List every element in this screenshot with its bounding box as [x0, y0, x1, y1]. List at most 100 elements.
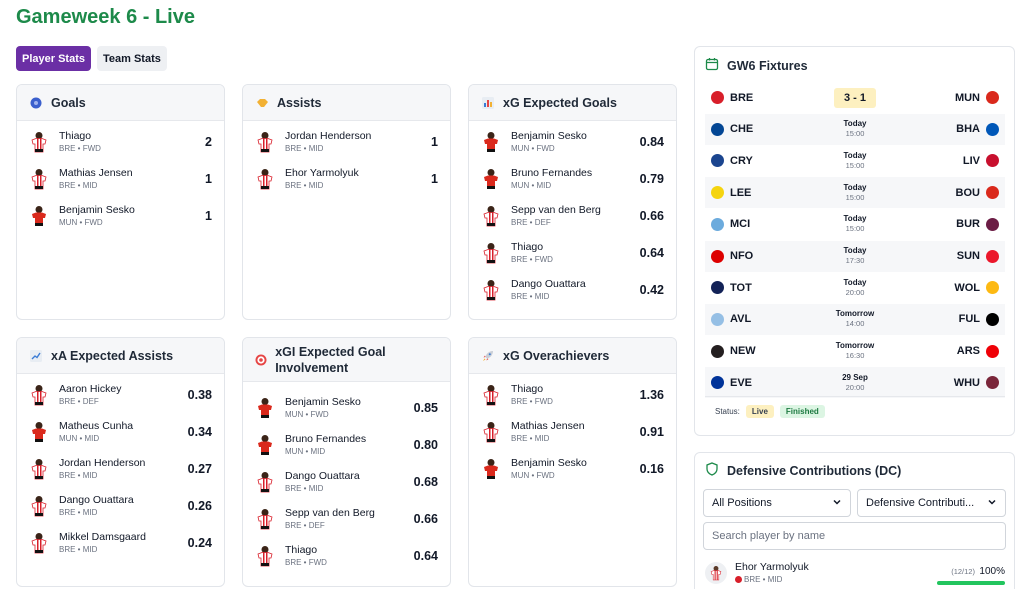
player-info: Sepp van den Berg BRE • DEF — [511, 204, 640, 228]
stat-value: 1 — [205, 209, 212, 223]
fixture-row[interactable]: NFO Today 17:30 SUN — [705, 240, 1005, 272]
player-info: Thiago BRE • FWD — [285, 544, 414, 568]
fixture-row[interactable]: MCI Today 15:00 BUR — [705, 209, 1005, 240]
player-meta: BRE • MID — [59, 471, 98, 480]
player-name: Mathias Jensen — [511, 420, 585, 432]
player-row[interactable]: Thiago BRE • FWD 0.64 — [469, 238, 676, 268]
card-header: xG Expected Goals — [469, 85, 676, 121]
player-name: Jordan Henderson — [285, 130, 372, 142]
player-name: Benjamin Sesko — [511, 457, 587, 469]
club-crest-icon — [711, 217, 724, 231]
player-team: MUN — [511, 181, 530, 190]
card-title: Goals — [51, 95, 86, 110]
player-team: BRE — [59, 397, 76, 406]
fixture-time: 15:00 — [845, 129, 865, 139]
tab-team-stats[interactable]: Team Stats — [96, 46, 167, 71]
fixture-row[interactable]: LEE Today 15:00 BOU — [705, 177, 1005, 209]
player-row[interactable]: Bruno Fernandes MUN • MID 0.79 — [469, 164, 676, 194]
player-row[interactable]: Bruno Fernandes MUN • MID 0.80 — [243, 430, 450, 460]
player-row[interactable]: Sepp van den Berg BRE • DEF 0.66 — [469, 201, 676, 231]
away-team: FUL — [895, 312, 1005, 326]
player-row[interactable]: Jordan Henderson BRE • MID 0.27 — [17, 454, 224, 484]
player-name: Mathias Jensen — [59, 167, 133, 179]
player-row[interactable]: Thiago BRE • FWD 1.36 — [469, 380, 676, 410]
player-row[interactable]: Thiago BRE • FWD 0.64 — [243, 541, 450, 571]
player-position: DEF — [308, 521, 325, 530]
player-row[interactable]: Benjamin Sesko MUN • FWD 0.85 — [243, 393, 450, 423]
player-row[interactable]: Dango Ouattara BRE • MID 0.68 — [243, 467, 450, 497]
fixture-time: 20:00 — [845, 382, 865, 392]
metric-select[interactable]: Defensive Contributi... — [857, 489, 1006, 517]
club-crest-icon — [986, 249, 999, 263]
player-search-input[interactable] — [703, 522, 1006, 550]
player-row[interactable]: Mathias Jensen BRE • MID 0.91 — [469, 417, 676, 447]
player-row[interactable]: Dango Ouattara BRE • MID 0.26 — [17, 491, 224, 521]
player-position: FWD — [82, 144, 101, 153]
player-position: MID — [308, 144, 324, 153]
away-team: LIV — [895, 154, 1005, 168]
stat-value: 0.16 — [639, 462, 664, 476]
club-crest-icon — [986, 376, 999, 390]
player-row[interactable]: Ehor Yarmolyuk BRE • MID 1 — [243, 164, 450, 194]
player-team: BRE — [59, 545, 76, 554]
player-row[interactable]: Aaron Hickey BRE • DEF 0.38 — [17, 380, 224, 410]
player-meta: MUN • MID — [511, 181, 552, 190]
player-name: Benjamin Sesko — [285, 396, 361, 408]
fixture-row[interactable]: CRY Today 15:00 LIV — [705, 145, 1005, 176]
fixture-row[interactable]: NEW Tomorrow 16:30 ARS — [705, 336, 1005, 367]
fixture-day: Today — [843, 182, 867, 192]
stat-value: 0.79 — [639, 172, 664, 186]
player-meta: MUN • MID — [285, 447, 326, 456]
card-header: xGI Expected Goal Involvement — [243, 338, 450, 382]
fixture-row[interactable]: CHE Today 15:00 BHA — [705, 113, 1005, 145]
defensive-contributions-panel: Defensive Contributions (DC) All Positio… — [694, 452, 1015, 589]
fixture-row[interactable]: EVE 29 Sep 20:00 WHU — [705, 367, 1005, 399]
player-position: MID — [534, 434, 550, 443]
fixture-center: Today 15:00 — [815, 183, 895, 203]
player-row[interactable]: Mathias Jensen BRE • MID 1 — [17, 164, 224, 194]
card-title: xA Expected Assists — [51, 348, 174, 363]
player-name: Benjamin Sesko — [59, 204, 135, 216]
away-team-name: FUL — [958, 313, 980, 326]
fixture-row[interactable]: BRE 3 - 1 MUN — [705, 82, 1005, 113]
player-row[interactable]: Sepp van den Berg BRE • DEF 0.66 — [243, 504, 450, 534]
fixture-day: Tomorrow — [835, 309, 875, 319]
dc-player-team: BRE — [744, 575, 761, 584]
dc-player-row[interactable]: Ehor Yarmolyuk BRE • MID (12/12) 100% — [705, 557, 1005, 589]
stat-card-assists: Assists Jordan Henderson BRE • MID 1 Ehor Ya… — [242, 84, 451, 320]
player-position: FWD — [308, 558, 327, 567]
player-row[interactable]: Benjamin Sesko MUN • FWD 1 — [17, 201, 224, 231]
player-row[interactable]: Dango Ouattara BRE • MID 0.42 — [469, 275, 676, 305]
player-info: Dango Ouattara BRE • MID — [511, 278, 640, 302]
home-team-name: TOT — [730, 281, 752, 294]
player-team: BRE — [59, 508, 76, 517]
player-meta: BRE • MID — [285, 144, 324, 153]
stats-tabs: Player Stats Team Stats — [16, 46, 167, 71]
fixture-row[interactable]: AVL Tomorrow 14:00 FUL — [705, 303, 1005, 335]
home-team-name: NEW — [730, 345, 756, 358]
fixture-center: Today 15:00 — [815, 214, 895, 234]
player-row[interactable]: Jordan Henderson BRE • MID 1 — [243, 127, 450, 157]
player-row[interactable]: Matheus Cunha MUN • MID 0.34 — [17, 417, 224, 447]
player-info: Bruno Fernandes MUN • MID — [285, 433, 414, 457]
fixture-row[interactable]: TOT Today 20:00 WOL — [705, 272, 1005, 303]
player-row[interactable]: Benjamin Sesko MUN • FWD 0.84 — [469, 127, 676, 157]
player-row[interactable]: Thiago BRE • FWD 2 — [17, 127, 224, 157]
away-team: ARS — [895, 344, 1005, 358]
player-row[interactable]: Benjamin Sesko MUN • FWD 0.16 — [469, 454, 676, 484]
player-info: Thiago BRE • FWD — [511, 241, 640, 265]
player-info: Thiago BRE • FWD — [59, 130, 205, 154]
player-position: FWD — [536, 471, 555, 480]
fixture-day: Tomorrow — [835, 341, 875, 351]
avatar — [705, 562, 727, 584]
player-row[interactable]: Mikkel Damsgaard BRE • MID 0.24 — [17, 528, 224, 558]
player-team: BRE — [285, 144, 302, 153]
home-team-name: MCI — [730, 218, 751, 231]
player-name: Benjamin Sesko — [511, 130, 587, 142]
player-name: Thiago — [285, 544, 318, 556]
bar-chart-icon — [481, 96, 495, 110]
position-select[interactable]: All Positions — [703, 489, 851, 517]
fixture-day: Today — [843, 214, 867, 224]
player-team: MUN — [59, 218, 78, 227]
tab-player-stats[interactable]: Player Stats — [16, 46, 91, 71]
